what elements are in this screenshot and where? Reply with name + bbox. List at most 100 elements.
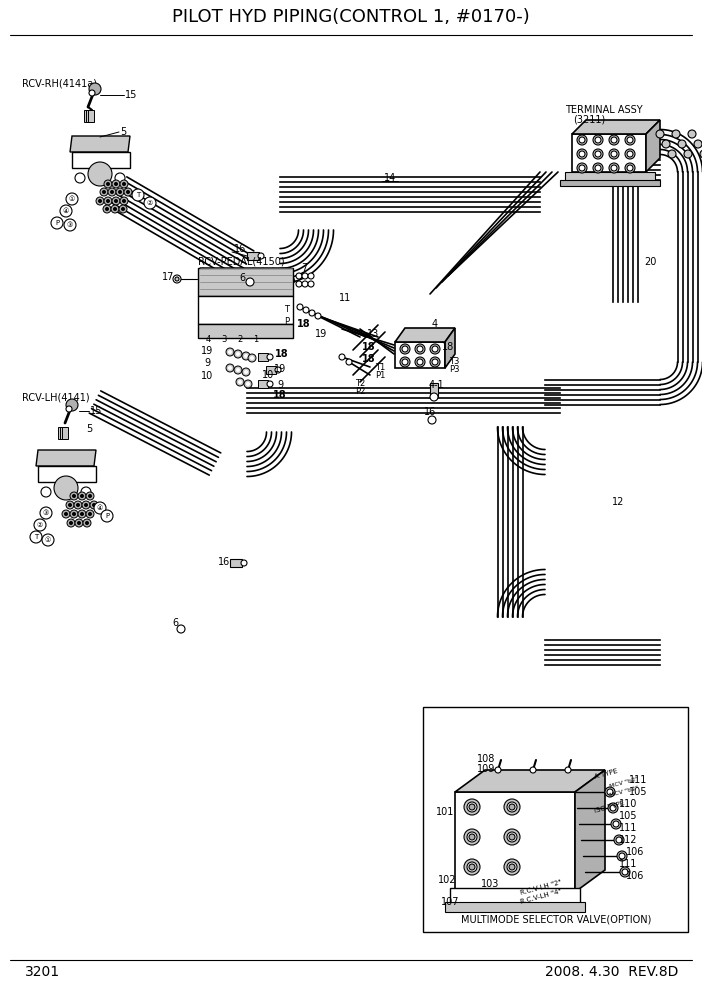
Text: 110: 110 [618,799,637,809]
Circle shape [75,173,85,183]
Text: P: P [55,220,59,226]
Bar [455,792,575,892]
Text: 111: 111 [618,859,637,869]
Text: 106: 106 [625,871,644,881]
Circle shape [34,519,46,531]
Circle shape [81,487,91,497]
Circle shape [415,344,425,354]
Circle shape [250,356,254,360]
Text: P: P [105,513,109,519]
Text: 105: 105 [629,787,647,797]
Circle shape [469,834,475,840]
Circle shape [700,150,702,158]
Text: P2: P2 [355,388,365,397]
Polygon shape [575,770,605,892]
Circle shape [577,163,587,173]
Text: A TYPE: A TYPE [594,768,618,780]
Circle shape [124,188,132,196]
Text: MULTIMODE SELECTOR VALVE(OPTION): MULTIMODE SELECTOR VALVE(OPTION) [461,914,651,924]
Circle shape [246,278,254,286]
Circle shape [495,767,501,773]
Circle shape [41,487,51,497]
Circle shape [69,521,73,525]
Circle shape [84,503,88,507]
Circle shape [120,180,128,188]
Circle shape [509,834,515,840]
Circle shape [89,90,95,96]
Circle shape [64,512,68,516]
Circle shape [241,560,247,566]
Circle shape [469,804,475,810]
Circle shape [303,307,309,313]
Circle shape [132,189,144,201]
Bar [258,353,268,361]
Text: MCV "b2": MCV "b2" [609,777,640,790]
Circle shape [111,205,119,213]
Circle shape [507,802,517,812]
Circle shape [688,130,696,138]
Text: 103: 103 [481,879,499,889]
Bar [560,180,660,186]
Circle shape [302,281,308,287]
Circle shape [64,219,76,231]
Text: 108: 108 [477,754,495,764]
Circle shape [228,350,232,354]
Text: 15: 15 [125,90,138,100]
Circle shape [88,162,112,186]
Circle shape [116,188,124,196]
Circle shape [78,510,86,518]
Polygon shape [38,466,96,482]
Circle shape [72,494,76,498]
Text: ISO TYPE: ISO TYPE [594,801,625,813]
Circle shape [83,519,91,527]
Circle shape [42,534,54,546]
Text: 107: 107 [441,897,459,907]
Circle shape [110,190,114,194]
Circle shape [112,197,120,205]
Circle shape [90,501,98,509]
Circle shape [610,805,616,811]
Circle shape [617,851,627,861]
Circle shape [464,829,480,845]
Circle shape [89,83,101,95]
Circle shape [308,281,314,287]
Bar [198,324,293,338]
Circle shape [74,501,82,509]
Circle shape [236,368,240,372]
Circle shape [236,378,244,386]
Circle shape [627,137,633,143]
Circle shape [246,382,250,386]
Polygon shape [445,328,455,368]
Circle shape [432,359,438,365]
Circle shape [609,163,619,173]
Circle shape [415,357,425,367]
Circle shape [242,368,250,376]
Circle shape [120,197,128,205]
Circle shape [66,193,78,205]
Text: 5: 5 [86,424,92,434]
Circle shape [115,173,125,183]
Circle shape [593,163,603,173]
Circle shape [75,519,83,527]
Circle shape [94,502,106,514]
Circle shape [122,199,126,203]
Circle shape [106,182,110,186]
Circle shape [620,867,630,877]
Circle shape [88,512,92,516]
Text: 19: 19 [315,329,327,339]
Circle shape [88,494,92,498]
Text: 2008. 4.30  REV.8D: 2008. 4.30 REV.8D [545,965,678,979]
Circle shape [605,787,615,797]
Circle shape [101,510,113,522]
Circle shape [297,304,303,310]
Text: R.C.V-LH "4": R.C.V-LH "4" [520,889,563,906]
Text: 12: 12 [612,497,624,507]
Circle shape [684,150,692,158]
Text: 9: 9 [204,358,210,368]
Bar [266,366,276,374]
Circle shape [112,180,120,188]
Circle shape [68,503,72,507]
Circle shape [66,399,78,411]
Bar [450,888,580,904]
Bar [565,172,655,182]
